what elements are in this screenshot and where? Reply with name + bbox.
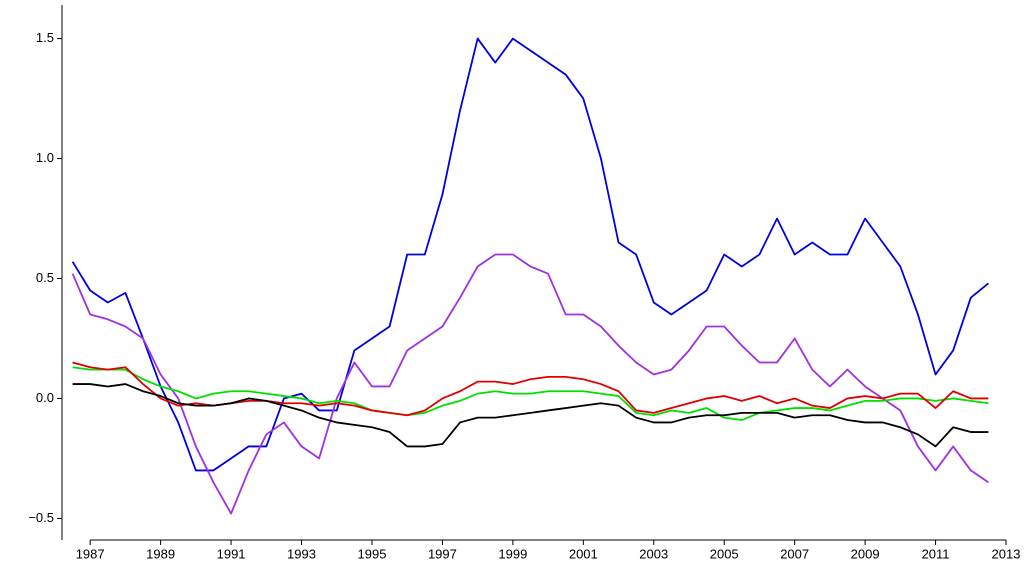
x-tick-label: 1995	[358, 546, 387, 561]
y-tick-label: 1.0	[36, 150, 54, 165]
x-tick-label: 1993	[287, 546, 316, 561]
x-tick-label: 1991	[217, 546, 246, 561]
x-tick-label: 2001	[569, 546, 598, 561]
x-tick-label: 2003	[639, 546, 668, 561]
series-line	[72, 366, 989, 421]
y-tick-label: 0.5	[36, 270, 54, 285]
x-tick-label: 1989	[146, 546, 175, 561]
y-tick-label: −0.5	[28, 510, 54, 525]
series-line	[72, 361, 989, 417]
x-tick-label: 2005	[710, 546, 739, 561]
x-tick-label: 2013	[992, 546, 1021, 561]
series-line	[71, 37, 989, 472]
x-tick-label: 2009	[851, 546, 880, 561]
x-tick-label: 1999	[498, 546, 527, 561]
series-line	[72, 383, 989, 448]
y-tick-label: 0.0	[36, 390, 54, 405]
x-tick-label: 1987	[76, 546, 105, 561]
y-tick-label: 1.5	[36, 30, 54, 45]
x-tick-label: 2011	[922, 546, 950, 561]
x-tick-label: 2007	[780, 546, 809, 561]
x-tick-label: 1997	[428, 546, 457, 561]
series-line	[71, 253, 989, 515]
